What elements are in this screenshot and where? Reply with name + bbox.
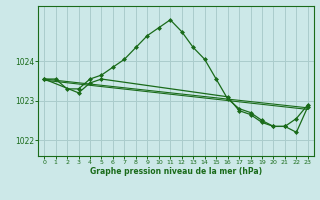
X-axis label: Graphe pression niveau de la mer (hPa): Graphe pression niveau de la mer (hPa) [90,167,262,176]
